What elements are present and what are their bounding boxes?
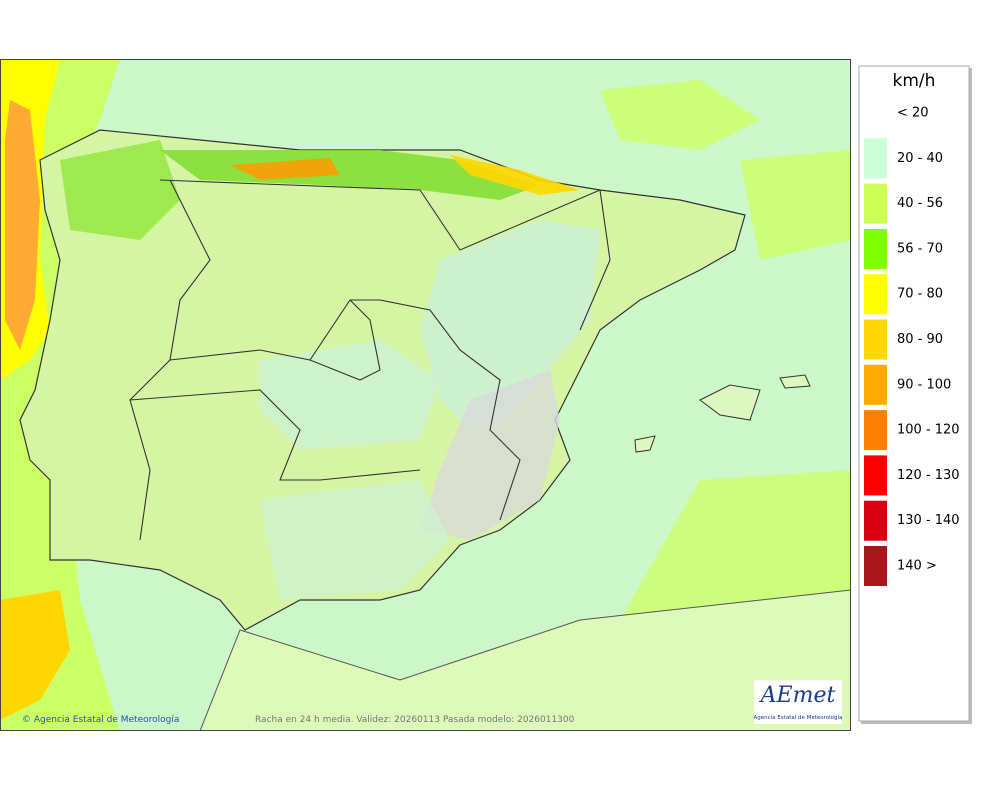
legend-swatch	[864, 138, 887, 179]
legend-label: 90 - 100	[897, 377, 951, 392]
sea-wind-zone	[740, 150, 851, 260]
legend-swatch	[864, 274, 887, 315]
legend-swatch	[864, 183, 887, 224]
legend-label: 120 - 130	[897, 468, 960, 483]
map: © Agencia Estatal de Meteorología Racha …	[0, 59, 851, 731]
legend-label: 40 - 56	[897, 196, 943, 211]
balearic-islands	[634, 374, 811, 453]
legend-swatch	[864, 455, 887, 496]
africa	[199, 589, 851, 731]
logo-subtitle: Agencia Estatal de Meteorología	[754, 714, 843, 721]
low-wind-zone	[420, 220, 600, 430]
logo-box	[754, 680, 842, 724]
low-wind-zone	[260, 480, 450, 600]
legend-label: 56 - 70	[897, 241, 943, 256]
legend-swatch	[864, 410, 887, 451]
legend-swatch	[864, 319, 887, 360]
legend-swatch	[864, 546, 887, 586]
high-wind-zone	[230, 158, 340, 180]
caption: Racha en 24 h media. Validez: 20260113 P…	[255, 715, 575, 725]
low-wind-zone	[260, 340, 440, 450]
legend-label: 20 - 40	[897, 151, 943, 166]
legend-label: 130 - 140	[897, 513, 960, 528]
terrain-zone	[420, 370, 560, 540]
legend-label: 100 - 120	[897, 423, 960, 438]
high-wind-zone	[60, 140, 180, 240]
sea-wind-zone	[5, 100, 40, 350]
legend-swatch	[864, 500, 887, 541]
legend-swatch	[864, 364, 887, 405]
legend-label: 70 - 80	[897, 287, 943, 302]
logo-name: AEmet	[759, 683, 836, 708]
legend-title: km/h	[893, 71, 936, 91]
high-wind-zone	[160, 150, 540, 200]
legend-label: 80 - 90	[897, 332, 943, 347]
high-wind-zone	[450, 155, 580, 195]
legend-label: < 20	[897, 106, 929, 121]
map-frame	[0, 59, 851, 731]
region-borders	[129, 179, 611, 541]
legend-swatch	[864, 228, 887, 269]
legend-items: < 20 20 - 40 40 - 56 56 - 70 70 - 80 80 - 90 9…	[864, 106, 960, 586]
sea-wind-zone	[600, 80, 760, 150]
sea-wind-zone	[0, 590, 70, 720]
copyright: © Agencia Estatal de Meteorología	[22, 715, 179, 725]
legend-label: 140 >	[897, 559, 937, 574]
